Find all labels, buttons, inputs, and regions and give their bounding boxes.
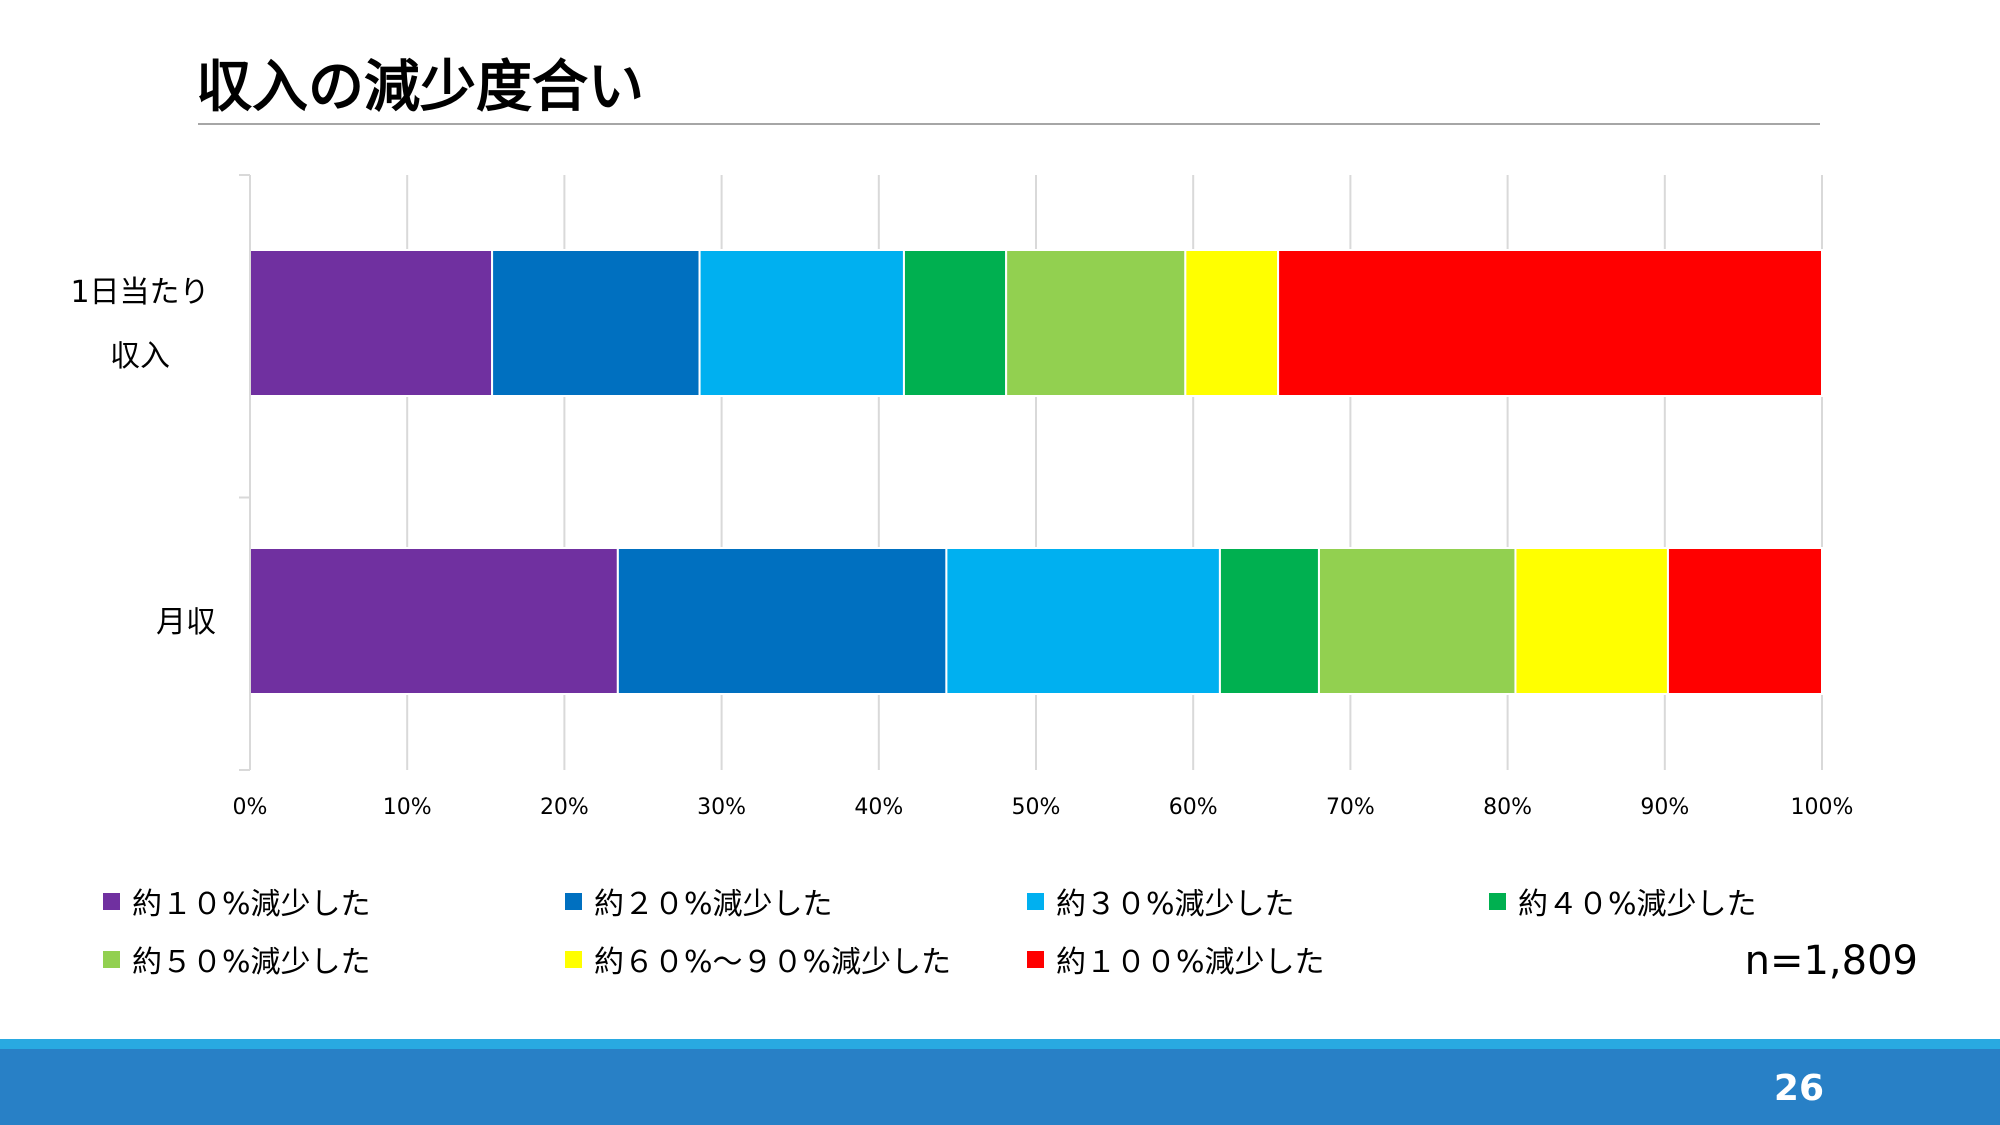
x-tick-label: 100%: [1791, 795, 1854, 820]
bar-segment: [945, 547, 1221, 695]
bar-segment: [1184, 249, 1280, 397]
axis-labels: 0% 10% 20% 30% 40% 50% 60% 70% 80% 90% 100% 1日当たり収入…: [70, 275, 1853, 820]
x-tick-label: 50%: [1012, 795, 1061, 820]
legend-label: 約２０%減少した: [594, 887, 833, 922]
slide-title: 収入の減少度合い: [196, 55, 644, 120]
legend: 約１０%減少した 約２０%減少した 約３０%減少した 約４０%減少した約５０%減少した…: [103, 872, 1953, 988]
legend-label: 約５０%減少した: [132, 945, 371, 980]
legend-swatch: [103, 950, 120, 968]
footer-bar: [0, 1049, 2000, 1125]
x-tick-label: 10%: [383, 795, 432, 820]
legend-label: 約４０%減少した: [1518, 887, 1757, 922]
sample-size-label: n=1,809: [1744, 938, 1918, 984]
legend-item: 約６０%～９０%減少した: [565, 937, 1027, 981]
bar-segment: [1317, 547, 1517, 695]
category-label: 1日当たり収入: [70, 275, 209, 374]
legend-label: 約１００%減少した: [1056, 945, 1325, 980]
legend-swatch: [565, 950, 582, 968]
category-label: 月収: [156, 605, 216, 640]
bar-segment: [249, 249, 494, 397]
legend-item: 約５０%減少した: [103, 937, 565, 981]
x-tick-label: 70%: [1326, 795, 1375, 820]
legend-item: 約１００%減少した: [1027, 937, 1489, 981]
x-tick-label: 20%: [540, 795, 589, 820]
bars: [249, 249, 1823, 695]
bar-segment: [616, 547, 948, 695]
bar-segment: [1666, 547, 1823, 695]
legend-swatch: [565, 892, 582, 910]
legend-item: 約２０%減少した: [565, 879, 1027, 923]
legend-label: 約３０%減少した: [1056, 887, 1295, 922]
legend-row: 約１０%減少した 約２０%減少した 約３０%減少した 約４０%減少した: [103, 872, 1953, 930]
legend-swatch: [1027, 950, 1044, 968]
x-tick-label: 30%: [697, 795, 746, 820]
legend-swatch: [103, 892, 120, 910]
stacked-bar-chart: 0% 10% 20% 30% 40% 50% 60% 70% 80% 90% 100% 1日当たり収入…: [70, 174, 1853, 820]
legend-label: 約１０%減少した: [132, 887, 371, 922]
legend-item: 約４０%減少した: [1489, 879, 1951, 923]
x-tick-label: 80%: [1483, 795, 1532, 820]
bar-segment: [1514, 547, 1669, 695]
axes: [239, 174, 251, 771]
bar-segment: [1218, 547, 1320, 695]
footer-accent-line: [0, 1039, 2000, 1049]
x-tick-label: 90%: [1640, 795, 1689, 820]
bar-segment: [1277, 249, 1823, 397]
x-tick-label: 60%: [1169, 795, 1218, 820]
legend-swatch: [1489, 892, 1506, 910]
legend-item: 約１０%減少した: [103, 879, 565, 923]
page-number: 26: [1773, 1068, 1824, 1109]
legend-label: 約６０%～９０%減少した: [594, 945, 952, 980]
legend-row: 約５０%減少した 約６０%～９０%減少した 約１００%減少した: [103, 930, 1953, 988]
bar-segment: [249, 547, 619, 695]
bar-segment: [698, 249, 905, 397]
bar-segment: [491, 249, 701, 397]
bar-segment: [902, 249, 1008, 397]
legend-item: 約３０%減少した: [1027, 879, 1489, 923]
x-tick-label: 40%: [854, 795, 903, 820]
title-divider: [198, 123, 1820, 125]
x-tick-label: 0%: [233, 795, 268, 820]
bar-segment: [1005, 249, 1187, 397]
legend-swatch: [1027, 892, 1044, 910]
